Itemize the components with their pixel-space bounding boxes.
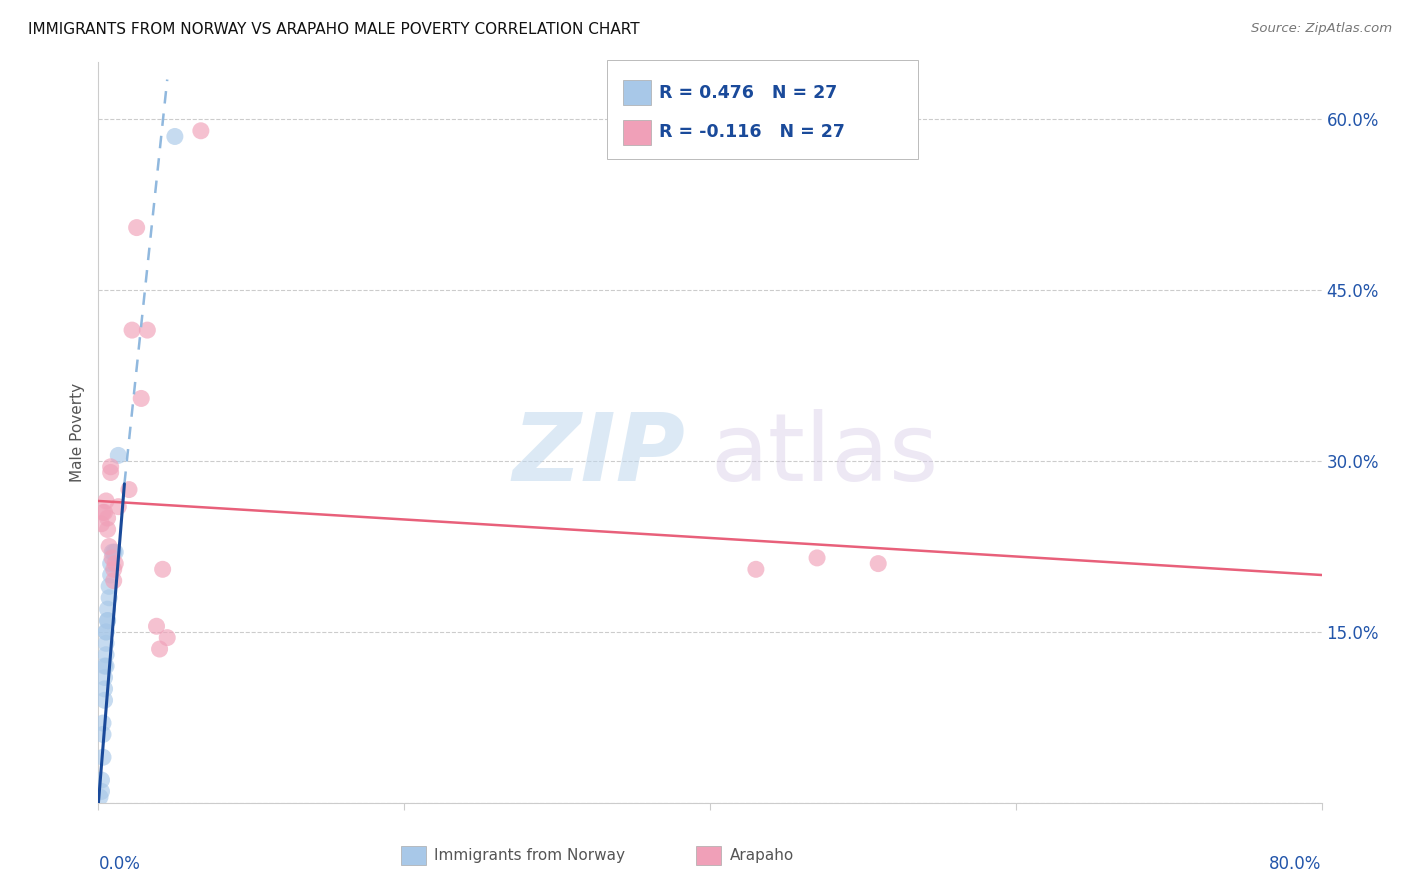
Text: 80.0%: 80.0% <box>1270 855 1322 872</box>
Point <box>94 624 117 639</box>
Text: Immigrants from Norway: Immigrants from Norway <box>434 848 626 863</box>
Point <box>129 392 152 406</box>
Point <box>163 129 186 144</box>
Point <box>89 790 111 805</box>
Point <box>107 500 129 514</box>
Point <box>100 459 122 474</box>
Point <box>93 659 115 673</box>
Text: 0.0%: 0.0% <box>98 855 141 872</box>
Point <box>91 727 114 741</box>
Text: atlas: atlas <box>710 409 938 500</box>
Point <box>190 124 212 138</box>
Point <box>100 568 122 582</box>
Point <box>94 624 117 639</box>
Text: IMMIGRANTS FROM NORWAY VS ARAPAHO MALE POVERTY CORRELATION CHART: IMMIGRANTS FROM NORWAY VS ARAPAHO MALE P… <box>28 22 640 37</box>
Point <box>97 614 120 628</box>
Point <box>103 545 125 559</box>
Point <box>90 516 112 531</box>
Point <box>90 784 112 798</box>
Text: Arapaho: Arapaho <box>730 848 794 863</box>
Point <box>94 659 117 673</box>
Point <box>98 579 121 593</box>
Point <box>93 505 115 519</box>
Point <box>107 449 129 463</box>
Text: R = 0.476   N = 27: R = 0.476 N = 27 <box>659 84 838 102</box>
Point <box>103 574 125 588</box>
Point <box>118 483 141 497</box>
Point <box>97 511 120 525</box>
Point <box>868 557 890 571</box>
Point <box>97 523 120 537</box>
Point <box>121 323 143 337</box>
Point <box>745 562 768 576</box>
Point <box>101 545 124 559</box>
Point <box>104 545 127 559</box>
Point <box>97 614 120 628</box>
Point <box>98 540 121 554</box>
Y-axis label: Male Poverty: Male Poverty <box>70 383 86 483</box>
Point <box>90 772 112 787</box>
Point <box>101 550 124 565</box>
Point <box>94 648 117 662</box>
Point <box>136 323 159 337</box>
Text: R = -0.116   N = 27: R = -0.116 N = 27 <box>659 123 845 141</box>
Text: Source: ZipAtlas.com: Source: ZipAtlas.com <box>1251 22 1392 36</box>
Point <box>149 642 172 657</box>
Point <box>91 505 114 519</box>
Point <box>91 750 114 764</box>
Point <box>94 636 117 650</box>
Point <box>97 602 120 616</box>
Point <box>93 681 115 696</box>
Point <box>98 591 121 605</box>
Point <box>93 671 115 685</box>
Point <box>93 693 115 707</box>
Point <box>156 631 179 645</box>
Point <box>152 562 174 576</box>
Point <box>103 562 125 576</box>
Point <box>125 220 148 235</box>
Point <box>100 557 122 571</box>
Point <box>100 466 122 480</box>
Text: ZIP: ZIP <box>513 409 686 500</box>
Point <box>94 494 117 508</box>
Point <box>145 619 167 633</box>
Point <box>104 557 127 571</box>
Point <box>806 550 828 565</box>
Point <box>91 716 114 731</box>
